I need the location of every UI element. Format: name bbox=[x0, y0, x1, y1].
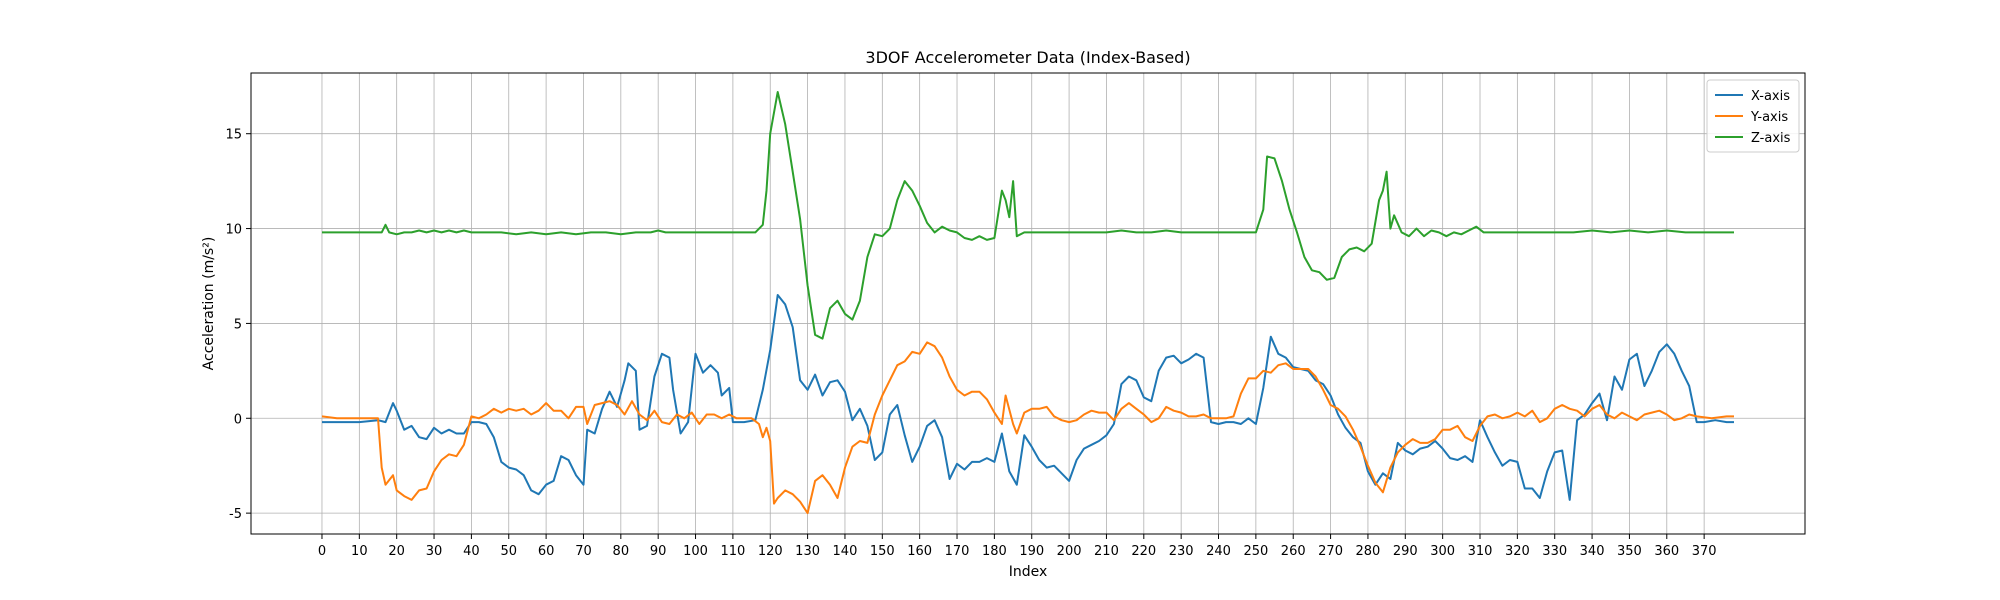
x-tick-label: 0 bbox=[318, 544, 326, 559]
grid-lines bbox=[251, 73, 1805, 534]
x-tick-label: 150 bbox=[870, 544, 895, 559]
x-tick-label: 70 bbox=[575, 544, 592, 559]
x-tick-label: 350 bbox=[1617, 544, 1642, 559]
series-line-x-axis bbox=[322, 294, 1734, 501]
x-tick-label: 60 bbox=[538, 544, 555, 559]
legend-box bbox=[1706, 79, 1800, 153]
x-tick-label: 340 bbox=[1580, 544, 1605, 559]
x-tick-label: 20 bbox=[388, 544, 405, 559]
x-tick-label: 360 bbox=[1654, 544, 1679, 559]
x-tick-label: 190 bbox=[1019, 544, 1044, 559]
x-tick-label: 90 bbox=[650, 544, 667, 559]
series-line-y-axis bbox=[321, 341, 1734, 515]
x-tick-label: 30 bbox=[426, 544, 443, 559]
x-tick-label: 320 bbox=[1505, 544, 1530, 559]
x-tick-label: 120 bbox=[758, 544, 783, 559]
x-tick-label: 230 bbox=[1169, 544, 1194, 559]
x-tick-label: 160 bbox=[907, 544, 932, 559]
x-tick-label: 100 bbox=[683, 544, 708, 559]
plot-area-frame bbox=[250, 72, 1806, 535]
chart-title: 3DOF Accelerometer Data (Index-Based) bbox=[865, 48, 1190, 67]
x-tick-label: 110 bbox=[720, 544, 745, 559]
x-tick-label: 50 bbox=[500, 544, 517, 559]
x-tick-label: 180 bbox=[982, 544, 1007, 559]
legend-label: X-axis bbox=[1751, 89, 1790, 104]
x-tick-label: 260 bbox=[1281, 544, 1306, 559]
x-tick-label: 270 bbox=[1318, 544, 1343, 559]
legend-label: Y-axis bbox=[1750, 110, 1788, 125]
x-tick-label: 220 bbox=[1131, 544, 1156, 559]
x-tick-label: 370 bbox=[1692, 544, 1717, 559]
legend-label: Z-axis bbox=[1751, 131, 1791, 146]
y-tick-label: 5 bbox=[234, 317, 242, 332]
series-line-z-axis bbox=[322, 91, 1734, 340]
x-tick-label: 210 bbox=[1094, 544, 1119, 559]
x-tick-label: 280 bbox=[1356, 544, 1381, 559]
x-tick-label: 10 bbox=[351, 544, 368, 559]
x-tick-label: 130 bbox=[795, 544, 820, 559]
x-tick-label: 290 bbox=[1393, 544, 1418, 559]
x-axis-title: Index bbox=[1009, 564, 1048, 580]
y-tick-label: 15 bbox=[225, 128, 242, 143]
x-tick-label: 170 bbox=[945, 544, 970, 559]
x-tick-label: 330 bbox=[1542, 544, 1567, 559]
x-tick-label: 310 bbox=[1468, 544, 1493, 559]
x-tick-label: 40 bbox=[463, 544, 480, 559]
legend: X-axis Y-axis Z-axis bbox=[1706, 79, 1800, 153]
series-lines bbox=[321, 91, 1734, 515]
y-tick-label: 0 bbox=[234, 412, 242, 427]
axis-ticks: 0 10 20 30 40 50 60 70 80 90 100 110 120 130 140 150 160… bbox=[225, 128, 1716, 559]
x-tick-label: 240 bbox=[1206, 544, 1231, 559]
y-tick-label: 10 bbox=[225, 223, 242, 238]
x-tick-label: 80 bbox=[613, 544, 630, 559]
x-tick-label: 250 bbox=[1243, 544, 1268, 559]
y-tick-label: -5 bbox=[229, 507, 242, 522]
x-tick-label: 300 bbox=[1430, 544, 1455, 559]
x-tick-label: 200 bbox=[1057, 544, 1082, 559]
y-axis-title: Acceleration (m/s²) bbox=[201, 237, 217, 371]
x-tick-label: 140 bbox=[833, 544, 858, 559]
